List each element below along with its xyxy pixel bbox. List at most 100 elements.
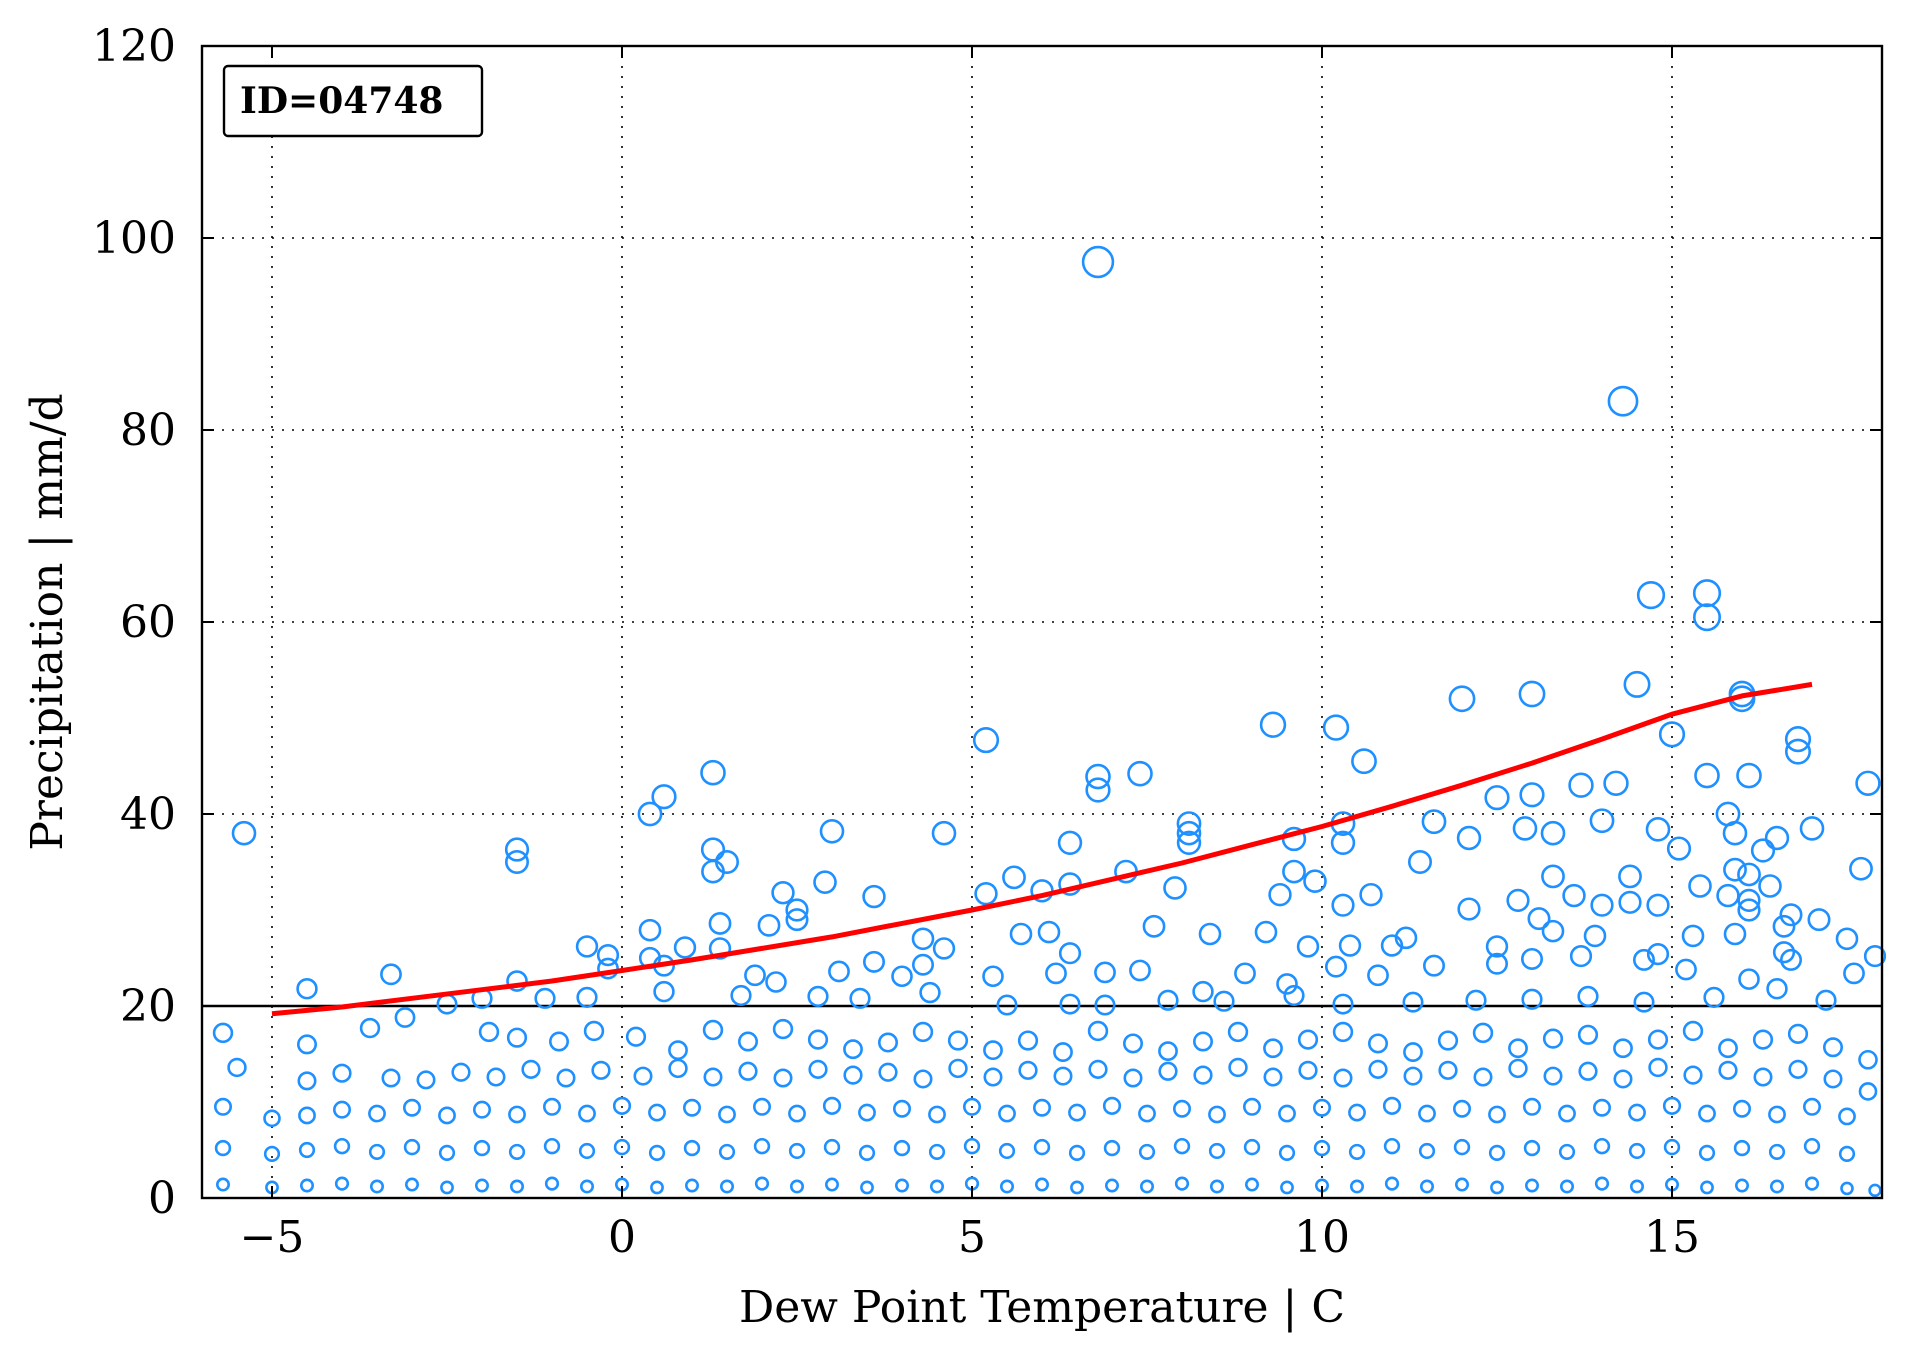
y-tick-label: 20 [120,981,176,1032]
data-point [1683,1065,1703,1085]
data-point [1540,820,1566,846]
data-point [1823,1069,1843,1089]
data-point [297,1071,317,1091]
data-point [1278,1144,1296,1161]
data-point [808,1059,828,1079]
data-point [1623,670,1651,698]
data-point [1420,1179,1435,1194]
data-point [1068,1103,1086,1122]
data-point [1263,1067,1283,1087]
data-point [1733,1139,1751,1157]
data-point [556,1068,576,1088]
data-point [1348,1143,1366,1161]
x-tick-label: 15 [1644,1212,1700,1263]
data-point [1033,1138,1051,1156]
x-tick-label: 0 [608,1212,636,1263]
data-point [771,881,795,905]
fit-curve [271,681,1813,1017]
data-point [214,1097,233,1116]
data-point [1753,1067,1773,1087]
data-point [1198,922,1222,946]
data-point [1521,947,1544,970]
data-point [1297,1029,1319,1050]
data-point [612,1096,632,1115]
data-point [1103,1139,1121,1157]
data-point [1658,721,1686,748]
data-point [1772,941,1796,964]
data-point [963,1137,981,1155]
data-point [1613,1038,1633,1059]
data-point [633,1066,653,1086]
data-point [1838,1145,1856,1162]
data-point [1437,1030,1459,1051]
data-point [999,1179,1014,1194]
data-point [1838,1107,1856,1126]
data-point [1733,1099,1752,1118]
data-point [911,953,934,976]
data-point [1577,985,1599,1008]
y-tick-label: 100 [92,213,176,264]
data-point [1472,1022,1494,1044]
data-point [542,1097,561,1116]
data-point [1835,927,1859,951]
data-point [1840,1181,1854,1196]
data-point [1368,1059,1388,1079]
data-point [404,1177,419,1192]
data-point [1768,1143,1786,1161]
data-point [1523,1139,1541,1157]
data-point [1723,922,1747,946]
data-point [788,1142,806,1160]
data-point [1578,1061,1598,1081]
data-point [1628,1142,1646,1160]
data-point [877,1032,898,1053]
data-point [597,957,619,980]
data-point [1087,1020,1109,1042]
data-point [1542,1028,1564,1049]
data-point [682,1098,701,1117]
data-point [683,1139,701,1157]
data-point [1807,908,1831,932]
data-point [402,1098,421,1117]
data-point [962,1097,981,1116]
data-point [1380,934,1404,957]
data-point [1750,838,1776,863]
axis-ticks: −5 0 5 10 15 0 20 40 60 80 100 120 [92,21,1882,1263]
data-point [576,986,598,1008]
data-point [928,1143,946,1161]
data-point [1473,1067,1493,1087]
data-point [1438,1060,1458,1080]
data-point [772,1018,794,1040]
data-point [1752,1029,1774,1050]
data-point [543,1137,561,1155]
data-point [381,1068,401,1088]
data-point [332,1063,352,1083]
id-annotation: ID=04748 [222,64,484,138]
data-point [1058,942,1082,965]
data-point [862,950,885,973]
data-point [1594,1176,1610,1191]
data-point [1506,888,1530,913]
data-point [591,1060,611,1080]
data-point [1002,865,1026,890]
data-point [1768,1105,1786,1124]
data-point [1508,1038,1528,1059]
data-point [1348,1103,1366,1122]
data-point [1276,973,1298,995]
data-point [334,1176,350,1191]
data-point [668,1058,688,1079]
data-point [1402,991,1424,1013]
data-point [579,1179,594,1194]
data-point [1057,830,1083,855]
data-point [1716,883,1740,908]
data-point [1693,603,1722,632]
data-point [752,1097,771,1116]
data-point [1645,817,1671,842]
data-point [1779,903,1803,927]
data-point [650,1180,664,1195]
data-point [1254,920,1278,944]
data-point [578,1142,596,1160]
data-point [1636,581,1666,610]
data-point [1682,1020,1704,1042]
data-point [1102,1096,1122,1115]
data-point [789,1179,804,1194]
